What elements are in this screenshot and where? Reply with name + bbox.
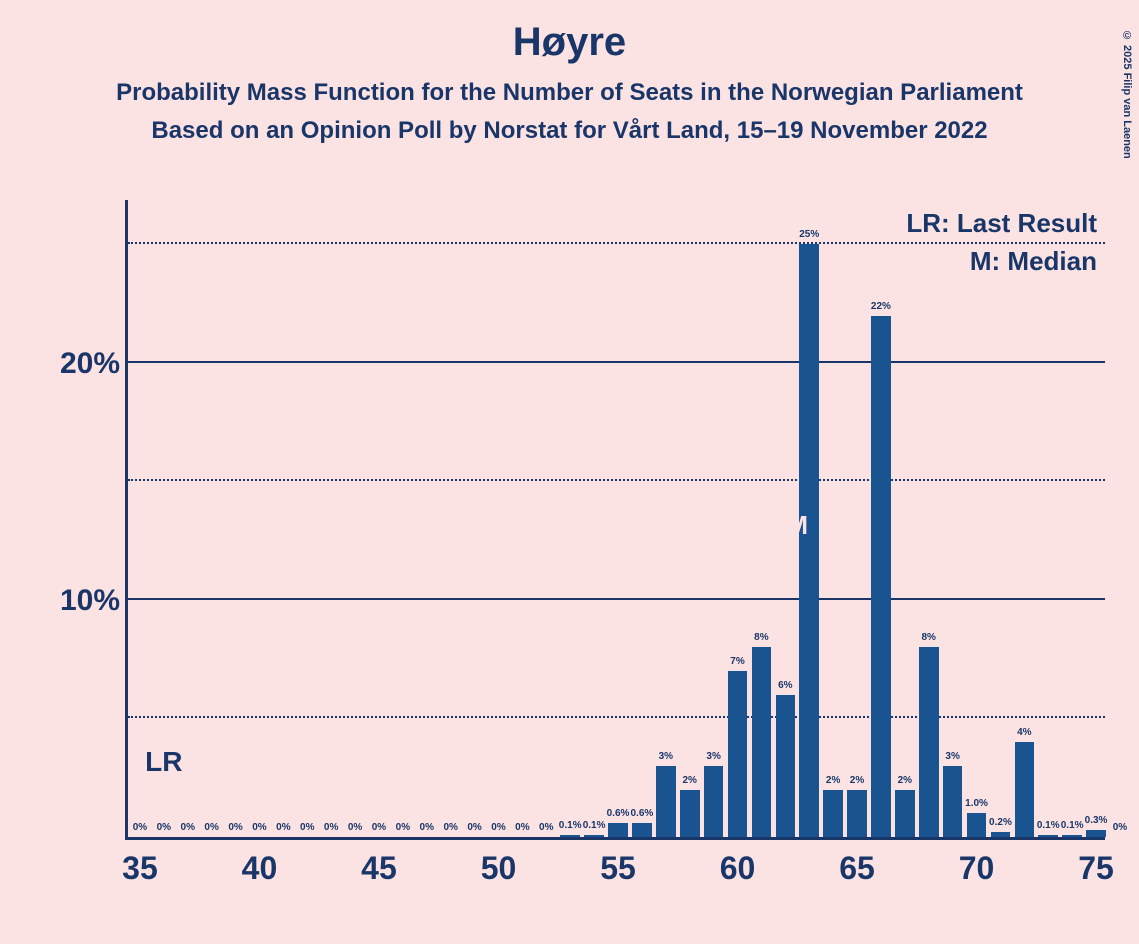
legend-last-result: LR: Last Result bbox=[906, 208, 1097, 239]
bar-value-label: 0.1% bbox=[1037, 820, 1060, 831]
bar-value-label: 0.6% bbox=[630, 808, 653, 819]
bar-value-label: 0% bbox=[539, 822, 553, 833]
bar bbox=[1086, 830, 1106, 837]
bar-value-label: 7% bbox=[730, 656, 744, 667]
bar-value-label: 4% bbox=[1017, 727, 1031, 738]
bar bbox=[680, 790, 700, 837]
bar-value-label: 0% bbox=[228, 822, 242, 833]
bar-value-label: 3% bbox=[706, 751, 720, 762]
bar-value-label: 0% bbox=[324, 822, 338, 833]
legend-median: M: Median bbox=[970, 246, 1097, 277]
chart-title: Høyre bbox=[0, 20, 1139, 65]
bar-value-label: 0% bbox=[372, 822, 386, 833]
bar-value-label: 2% bbox=[850, 775, 864, 786]
bar-value-label: 0% bbox=[204, 822, 218, 833]
x-axis-label: 70 bbox=[959, 850, 995, 887]
bar bbox=[1015, 742, 1035, 837]
bar bbox=[991, 832, 1011, 837]
copyright-text: © 2025 Filip van Laenen bbox=[1121, 30, 1133, 159]
bar bbox=[919, 647, 939, 837]
gridline-major bbox=[128, 361, 1105, 363]
x-axis-label: 35 bbox=[122, 850, 158, 887]
bar-value-label: 2% bbox=[898, 775, 912, 786]
bar bbox=[943, 766, 963, 837]
bar-value-label: 0.6% bbox=[607, 808, 630, 819]
bar-value-label: 0% bbox=[491, 822, 505, 833]
bar bbox=[656, 766, 676, 837]
bar bbox=[584, 835, 604, 837]
bar bbox=[752, 647, 772, 837]
bar bbox=[704, 766, 724, 837]
bar bbox=[776, 695, 796, 837]
bar-value-label: 0% bbox=[252, 822, 266, 833]
bar-value-label: 0.1% bbox=[583, 820, 606, 831]
bar-value-label: 0% bbox=[420, 822, 434, 833]
bar-value-label: 2% bbox=[826, 775, 840, 786]
bar bbox=[871, 316, 891, 837]
bar-value-label: 22% bbox=[871, 301, 891, 312]
bar bbox=[608, 823, 628, 837]
bar-value-label: 6% bbox=[778, 680, 792, 691]
bar-value-label: 0% bbox=[443, 822, 457, 833]
bar-value-label: 0% bbox=[348, 822, 362, 833]
last-result-marker: LR bbox=[145, 746, 182, 778]
bar-value-label: 0.2% bbox=[989, 817, 1012, 828]
bar-value-label: 0% bbox=[396, 822, 410, 833]
bar-value-label: 0% bbox=[133, 822, 147, 833]
bar-value-label: 8% bbox=[754, 632, 768, 643]
gridline-major bbox=[128, 598, 1105, 600]
x-axis-label: 40 bbox=[242, 850, 278, 887]
chart-area: LR: Last Result M: Median 10% 20% 0% 0% 0% 0%… bbox=[55, 200, 1115, 900]
x-axis-label: 45 bbox=[361, 850, 397, 887]
median-marker: M bbox=[786, 510, 808, 541]
bar bbox=[967, 813, 987, 837]
bar bbox=[823, 790, 843, 837]
bar-value-label: 0.1% bbox=[1061, 820, 1084, 831]
y-axis-label: 10% bbox=[60, 584, 120, 618]
x-axis-label: 65 bbox=[839, 850, 875, 887]
gridline-minor bbox=[128, 242, 1105, 244]
x-axis-label: 60 bbox=[720, 850, 756, 887]
bar-value-label: 0% bbox=[467, 822, 481, 833]
gridline-minor bbox=[128, 716, 1105, 718]
bar bbox=[560, 835, 580, 837]
bar-value-label: 0% bbox=[515, 822, 529, 833]
bar bbox=[1062, 835, 1082, 837]
bar-value-label: 0% bbox=[276, 822, 290, 833]
bar-value-label: 8% bbox=[921, 632, 935, 643]
bar-value-label: 0% bbox=[157, 822, 171, 833]
bar-value-label: 0% bbox=[1113, 822, 1127, 833]
bar bbox=[847, 790, 867, 837]
x-axis-label: 55 bbox=[600, 850, 636, 887]
bar-value-label: 3% bbox=[659, 751, 673, 762]
plot-region: LR: Last Result M: Median 10%20%0%0%0%0%… bbox=[125, 200, 1105, 840]
x-axis-label: 75 bbox=[1078, 850, 1114, 887]
bar bbox=[728, 671, 748, 837]
bar-value-label: 0.3% bbox=[1085, 815, 1108, 826]
bar-value-label: 0.1% bbox=[559, 820, 582, 831]
y-axis-label: 20% bbox=[60, 347, 120, 381]
gridline-minor bbox=[128, 479, 1105, 481]
chart-subtitle-2: Based on an Opinion Poll by Norstat for … bbox=[0, 117, 1139, 145]
bar-value-label: 3% bbox=[945, 751, 959, 762]
bar-value-label: 25% bbox=[799, 229, 819, 240]
bar bbox=[632, 823, 652, 837]
bar-value-label: 2% bbox=[682, 775, 696, 786]
bar-value-label: 1.0% bbox=[965, 798, 988, 809]
x-axis-label: 50 bbox=[481, 850, 517, 887]
bar-value-label: 0% bbox=[300, 822, 314, 833]
bar-value-label: 0% bbox=[181, 822, 195, 833]
chart-subtitle-1: Probability Mass Function for the Number… bbox=[0, 79, 1139, 107]
bar bbox=[895, 790, 915, 837]
bar bbox=[1038, 835, 1058, 837]
